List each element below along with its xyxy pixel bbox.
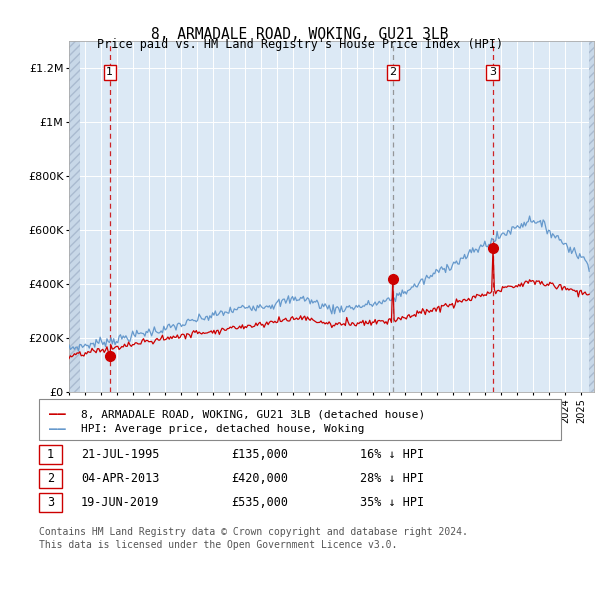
Text: 28% ↓ HPI: 28% ↓ HPI bbox=[360, 472, 424, 485]
Text: ——: —— bbox=[49, 422, 66, 436]
Text: £535,000: £535,000 bbox=[231, 496, 288, 509]
Text: 1: 1 bbox=[47, 448, 54, 461]
Text: 04-APR-2013: 04-APR-2013 bbox=[81, 472, 160, 485]
Text: 16% ↓ HPI: 16% ↓ HPI bbox=[360, 448, 424, 461]
Text: 3: 3 bbox=[47, 496, 54, 509]
Bar bbox=[589, 41, 594, 392]
Text: 35% ↓ HPI: 35% ↓ HPI bbox=[360, 496, 424, 509]
Text: 21-JUL-1995: 21-JUL-1995 bbox=[81, 448, 160, 461]
Text: Price paid vs. HM Land Registry's House Price Index (HPI): Price paid vs. HM Land Registry's House … bbox=[97, 38, 503, 51]
Text: Contains HM Land Registry data © Crown copyright and database right 2024.: Contains HM Land Registry data © Crown c… bbox=[39, 527, 468, 537]
Text: ——: —— bbox=[49, 407, 66, 421]
Text: 8, ARMADALE ROAD, WOKING, GU21 3LB: 8, ARMADALE ROAD, WOKING, GU21 3LB bbox=[151, 27, 449, 41]
Text: 8, ARMADALE ROAD, WOKING, GU21 3LB (detached house): 8, ARMADALE ROAD, WOKING, GU21 3LB (deta… bbox=[81, 409, 425, 419]
Text: 1: 1 bbox=[106, 67, 113, 77]
Text: 2: 2 bbox=[47, 472, 54, 485]
Text: 3: 3 bbox=[489, 67, 496, 77]
Text: This data is licensed under the Open Government Licence v3.0.: This data is licensed under the Open Gov… bbox=[39, 540, 397, 550]
Text: £420,000: £420,000 bbox=[231, 472, 288, 485]
Text: 19-JUN-2019: 19-JUN-2019 bbox=[81, 496, 160, 509]
Text: £135,000: £135,000 bbox=[231, 448, 288, 461]
Text: HPI: Average price, detached house, Woking: HPI: Average price, detached house, Woki… bbox=[81, 424, 365, 434]
Text: 2: 2 bbox=[389, 67, 397, 77]
Bar bbox=[69, 41, 80, 392]
